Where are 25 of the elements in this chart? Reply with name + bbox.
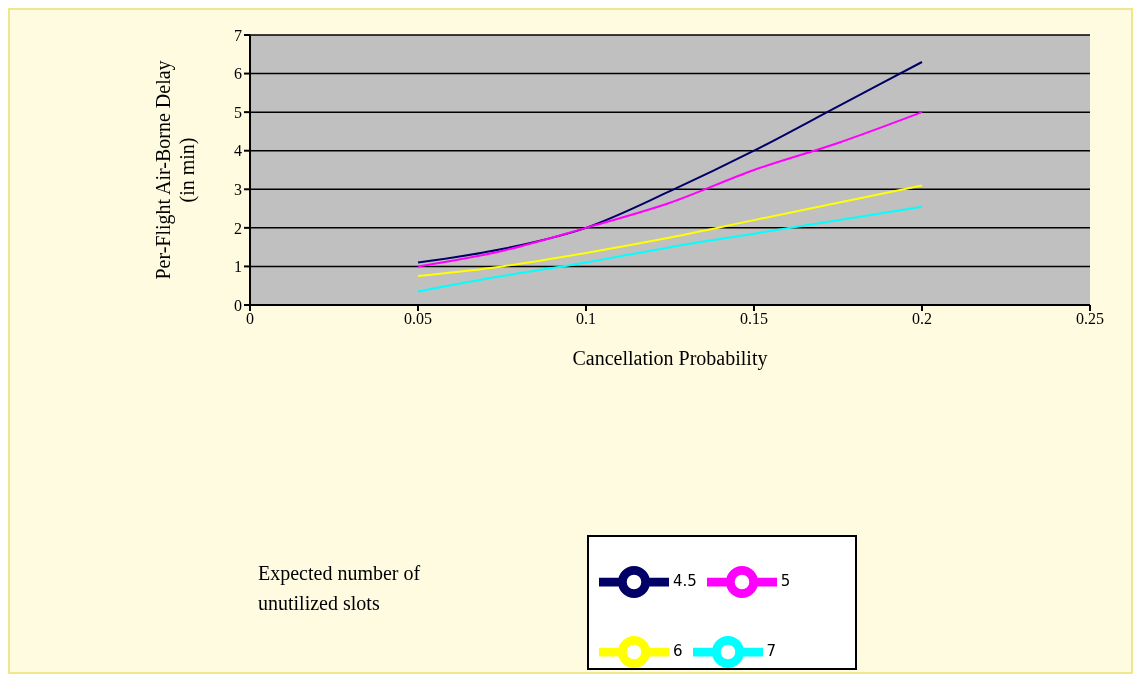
y-tick-label: 0	[234, 296, 242, 314]
legend-label: 5	[780, 571, 791, 590]
y-tick-label: 2	[234, 219, 242, 237]
legend-label: 4.5	[673, 571, 697, 590]
y-tick-label: 4	[234, 142, 242, 160]
y-tick-label: 1	[234, 258, 242, 276]
x-tick-label: 0.2	[912, 310, 932, 328]
y-tick-label: 5	[234, 103, 242, 121]
x-tick-label: 0	[246, 310, 254, 328]
y-tick-label: 7	[234, 26, 242, 44]
x-tick-label: 0.25	[1076, 310, 1104, 328]
line-series	[417, 184, 923, 278]
x-tick-label: 0.05	[404, 310, 432, 328]
y-tick-label: 3	[234, 180, 242, 198]
line-series	[417, 111, 923, 268]
line-series	[417, 205, 923, 293]
legend-label: 6	[673, 641, 683, 660]
x-tick-label: 0.1	[576, 310, 596, 328]
x-tick-label: 0.15	[740, 310, 768, 328]
legend-title: Expected number of unutilized slots	[258, 561, 422, 616]
line-series	[417, 61, 923, 264]
y-axis-title: Per-Flight Air-Borne Delay (in min)	[152, 60, 199, 280]
x-axis-title: Cancellation Probability	[572, 347, 768, 370]
legend-label: 7	[766, 641, 777, 660]
y-tick-label: 6	[234, 65, 242, 83]
